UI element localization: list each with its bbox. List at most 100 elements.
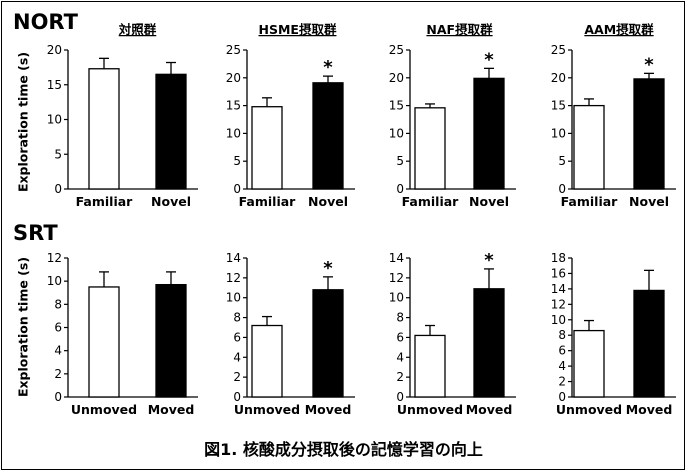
chart-title: NAF摂取群 [426,22,493,37]
y-tick-label: 10 [47,274,62,288]
significance-marker: * [644,54,654,75]
y-tick-label: 14 [226,251,241,265]
y-tick-label: 25 [389,43,404,57]
bar-unmoved [251,324,283,398]
y-tick-label: 0 [396,182,404,196]
y-tick-label: 20 [226,71,241,85]
y-tick-label: 5 [233,154,241,168]
y-tick-label: 18 [551,251,566,265]
x-category-label: Moved [305,402,352,417]
x-category-label: Familiar [402,194,460,209]
y-tick-label: 15 [226,99,241,113]
y-tick-label: 14 [551,282,566,296]
significance-marker: * [484,250,494,271]
y-tick-label: 12 [47,251,62,265]
y-tick-label: 5 [396,154,404,168]
y-tick-label: 4 [396,350,404,364]
chart-panel-3: NAF摂取群 0 5 10 15 20 25 Familiar * Novel [389,22,516,209]
bar-moved [155,283,187,398]
y-tick-label: 20 [389,71,404,85]
y-tick-label: 15 [389,99,404,113]
y-tick-label: 5 [558,154,566,168]
x-category-label: Moved [148,402,195,417]
y-tick-label: 0 [54,390,62,404]
y-tick-label: 8 [396,311,404,325]
x-category-label: Novel [469,194,509,209]
y-tick-label: 6 [558,344,566,358]
x-category-label: Novel [308,194,348,209]
bar-novel [473,77,505,190]
bar-familiar [573,104,605,190]
y-tick-label: 10 [389,126,404,140]
bar-novel [155,73,187,190]
y-tick-label: 0 [54,182,62,196]
chart-panel-6: 0 2 4 6 8 10 12 14 Unmoved * Moved [226,251,355,417]
x-category-label: Moved [626,402,673,417]
y-tick-label: 10 [226,291,241,305]
y-tick-label: 6 [233,330,241,344]
bar-familiar [251,106,283,190]
x-category-label: Novel [151,194,191,209]
chart-panel-1: 対照群 0 5 10 15 20 Familiar Novel [47,22,198,209]
y-tick-label: 2 [396,370,404,384]
y-tick-label: 12 [389,271,404,285]
bar-unmoved [573,329,605,398]
y-tick-label: 0 [396,390,404,404]
significance-marker: * [484,49,494,70]
x-category-label: Unmoved [71,402,137,417]
y-tick-label: 25 [551,43,566,57]
bar-familiar [88,68,120,190]
y-tick-label: 15 [551,99,566,113]
y-tick-label: 10 [551,126,566,140]
y-tick-label: 8 [54,297,62,311]
y-tick-label: 0 [558,182,566,196]
chart-panel-2: HSME摂取群 0 5 10 15 20 25 Familiar * Novel [226,22,355,209]
y-tick-label: 20 [551,71,566,85]
y-tick-label: 12 [551,297,566,311]
y-tick-label: 6 [396,330,404,344]
bar-unmoved [88,286,120,398]
y-tick-label: 15 [47,78,62,92]
significance-marker: * [323,258,333,279]
chart-title: 対照群 [118,22,157,37]
x-category-label: Familiar [239,194,297,209]
y-tick-label: 6 [54,321,62,335]
y-tick-label: 2 [54,367,62,381]
x-category-label: Familiar [561,194,619,209]
bar-moved [312,289,344,398]
x-category-label: Unmoved [234,402,300,417]
y-tick-label: 8 [233,311,241,325]
y-tick-label: 12 [226,271,241,285]
section-title-srt: SRT [13,221,58,245]
y-tick-label: 4 [233,350,241,364]
y-tick-label: 0 [233,182,241,196]
bar-novel [633,78,665,190]
y-tick-label: 16 [551,266,566,280]
significance-marker: * [323,57,333,78]
y-tick-label: 10 [551,313,566,327]
chart-panel-5: 0 2 4 6 8 10 12 Unmoved Moved [47,251,198,417]
chart-panel-4: AAM摂取群 0 5 10 15 20 25 Familiar * Novel [551,22,676,209]
bar-unmoved [414,334,446,398]
bar-moved [633,289,665,398]
y-tick-label: 0 [233,390,241,404]
x-category-label: Familiar [76,194,134,209]
y-tick-label: 0 [558,390,566,404]
chart-title: HSME摂取群 [259,22,337,37]
y-tick-label: 2 [233,370,241,384]
section-title-nort: NORT [13,10,78,34]
x-category-label: Moved [466,402,513,417]
chart-panel-7: 0 2 4 6 8 10 12 14 Unmoved * Moved [389,250,516,417]
chart-title: AAM摂取群 [584,22,654,37]
x-category-label: Novel [629,194,669,209]
bar-moved [473,288,505,398]
y-tick-label: 4 [558,359,566,373]
y-tick-label: 14 [389,251,404,265]
y-tick-label: 2 [558,375,566,389]
y-tick-label: 25 [226,43,241,57]
figure-caption: 図1. 核酸成分摂取後の記憶学習の向上 [204,440,483,459]
y-tick-label: 5 [54,147,62,161]
